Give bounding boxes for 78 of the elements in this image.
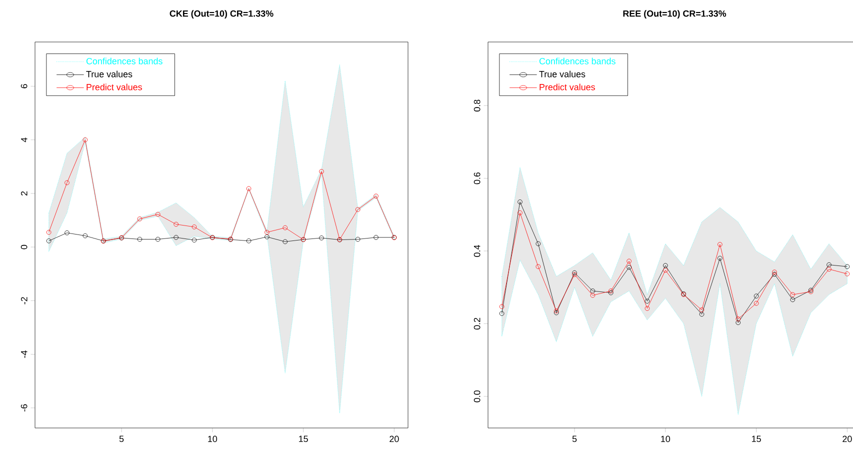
y-tick-label: 0.6 [474,172,480,184]
point [137,216,142,222]
point [699,307,704,312]
point [319,236,324,240]
x-tick-label: 15 [299,436,308,442]
point [790,297,796,302]
x-tick-label: 20 [390,436,399,442]
x-tick-label: 10 [661,436,670,442]
legend-label: Predict values [86,84,142,90]
y-tick-label: 6 [20,84,28,88]
point [644,306,650,311]
point [246,238,252,244]
point [736,320,741,325]
x-tick-label: 20 [842,436,852,442]
point [264,230,270,235]
point [264,234,270,240]
point [82,137,88,142]
point [736,316,741,322]
point [192,238,197,242]
y-tick-label: 4 [21,138,28,142]
legend-label: True values [86,70,132,78]
point [174,222,178,227]
legend-label: Confidences bands [539,58,616,64]
point [518,210,522,216]
point [590,288,596,294]
point [663,263,668,268]
point [826,262,832,268]
y-tick-label: 0 [20,244,28,250]
point [790,292,796,297]
point [644,298,650,304]
point [718,256,722,261]
y-tick-label: -2 [20,297,28,304]
point [718,242,722,247]
x-tick-label: 5 [119,436,124,442]
point [626,258,632,264]
x-tick-label: 5 [572,436,577,442]
point [699,312,704,317]
point [174,235,178,240]
point [192,224,197,230]
legend-label: Confidences bands [86,58,162,64]
y-tick-label: 2 [20,191,28,196]
point [82,233,88,238]
point [137,236,142,242]
point [355,207,360,212]
legend-label: Predict values [540,84,595,90]
point [319,169,324,174]
point [590,292,596,298]
point [355,236,360,242]
point [536,241,541,246]
point [663,268,668,273]
point [282,239,288,244]
point [156,212,160,217]
x-tick-label: 10 [208,436,218,442]
legend-label: True values [539,70,586,78]
point [772,270,777,274]
y-tick-label: -6 [20,404,28,412]
point [246,186,252,191]
point [374,194,378,199]
point [826,266,832,272]
point [156,236,160,242]
point [626,264,632,270]
y-tick-label: 0.4 [474,245,480,257]
point [754,294,759,298]
y-tick-label: 0.0 [474,390,480,402]
point [754,300,759,306]
point [518,200,522,204]
point [536,264,541,269]
y-tick-label: -4 [21,350,28,358]
x-tick-label: 15 [752,436,761,442]
point [772,272,777,277]
point [64,180,70,186]
point [282,225,288,230]
point [64,230,70,236]
point [374,235,378,240]
y-tick-label: 0.2 [474,318,480,330]
chart-title: REE (Out=10) CR=1.33% [623,10,726,18]
y-tick-label: 0.8 [474,100,480,112]
chart-title: CKE (Out=10) CR=1.33% [170,10,274,18]
